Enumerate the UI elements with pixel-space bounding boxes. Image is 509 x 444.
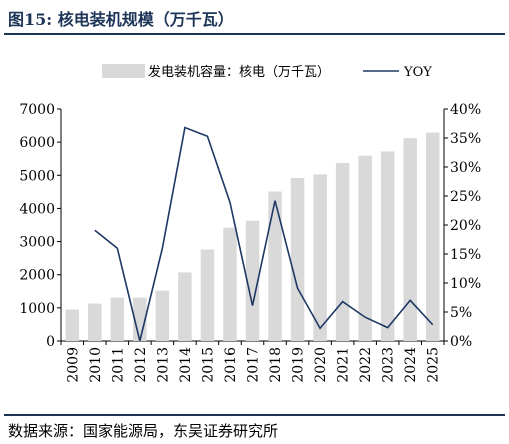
right-tick-label: 5%: [450, 305, 472, 321]
bar-2024: [403, 138, 417, 341]
right-tick-label: 40%: [450, 102, 481, 118]
x-tick-label: 2022: [358, 347, 374, 383]
left-tick-label: 1000: [19, 301, 55, 317]
x-tick-label: 2012: [133, 347, 149, 383]
left-tick-label: 6000: [19, 135, 55, 151]
x-tick-label: 2024: [403, 347, 419, 383]
bar-2023: [380, 151, 395, 341]
bar-2016: [223, 227, 237, 341]
x-tick-label: 2016: [223, 347, 239, 383]
x-tick-label: 2009: [65, 347, 81, 383]
bar-2011: [110, 297, 125, 341]
x-tick-label: 2019: [291, 347, 307, 383]
x-tick-label: 2015: [200, 347, 216, 383]
bar-2018: [268, 191, 282, 341]
right-tick-label: 35%: [450, 131, 481, 147]
left-tick-label: 0: [46, 334, 55, 350]
bar-2021: [335, 163, 350, 341]
left-tick-label: 4000: [19, 201, 55, 217]
x-tick-label: 2013: [155, 347, 171, 383]
bar-2019: [290, 177, 305, 341]
x-tick-label: 2010: [88, 347, 104, 383]
right-axis-ticks: 0% 5% 10% 15% 20% 25% 30% 35% 40%: [444, 102, 481, 350]
right-tick-label: 0%: [450, 334, 472, 350]
x-tick-label: 2023: [381, 347, 397, 383]
bar-series: [65, 132, 440, 341]
bar-2020: [313, 174, 327, 341]
x-tick-label: 2021: [336, 347, 352, 383]
yoy-line: [94, 126, 434, 342]
right-tick-label: 10%: [450, 276, 481, 292]
bar-2015: [200, 249, 215, 341]
source-rule: [4, 414, 505, 416]
x-axis-ticks: 2009 2010 2011 2012 2013 2014 2015 2016 2017 2018…: [60, 341, 445, 383]
legend-bar-swatch: [102, 64, 145, 78]
right-tick-label: 30%: [450, 160, 481, 176]
x-tick-label: 2011: [110, 347, 126, 383]
bar-2010: [88, 303, 102, 341]
yoy-series: [94, 126, 434, 342]
left-tick-label: 5000: [19, 168, 55, 184]
legend-bar-label: 发电装机容量：核电（万千瓦）: [148, 64, 330, 80]
bar-2025: [425, 132, 440, 341]
x-tick-label: 2017: [246, 347, 262, 383]
bar-2017: [245, 220, 260, 341]
figure-title: 图15: 核电装机规模（万千瓦）: [8, 10, 234, 29]
right-tick-label: 20%: [450, 218, 481, 234]
bar-2014: [178, 272, 192, 341]
bar-2009: [65, 309, 80, 341]
source-note: 数据来源：国家能源局，东吴证券研究所: [8, 422, 279, 440]
title-rule: [4, 33, 505, 35]
left-tick-label: 3000: [19, 235, 55, 251]
right-tick-label: 25%: [450, 189, 481, 205]
x-tick-label: 2025: [426, 347, 442, 383]
x-tick-label: 2014: [178, 347, 194, 383]
legend: 发电装机容量：核电（万千瓦） YOY: [102, 64, 432, 80]
left-tick-label: 7000: [19, 102, 55, 118]
x-tick-label: 2020: [313, 347, 329, 383]
left-axis-ticks: 0 1000 2000 3000 4000 5000 6000 7000: [19, 102, 61, 350]
bar-2022: [358, 155, 372, 341]
left-tick-label: 2000: [19, 268, 55, 284]
bar-2013: [155, 290, 170, 341]
x-tick-label: 2018: [268, 347, 284, 383]
legend-line-label: YOY: [403, 65, 432, 80]
right-tick-label: 15%: [450, 247, 481, 263]
